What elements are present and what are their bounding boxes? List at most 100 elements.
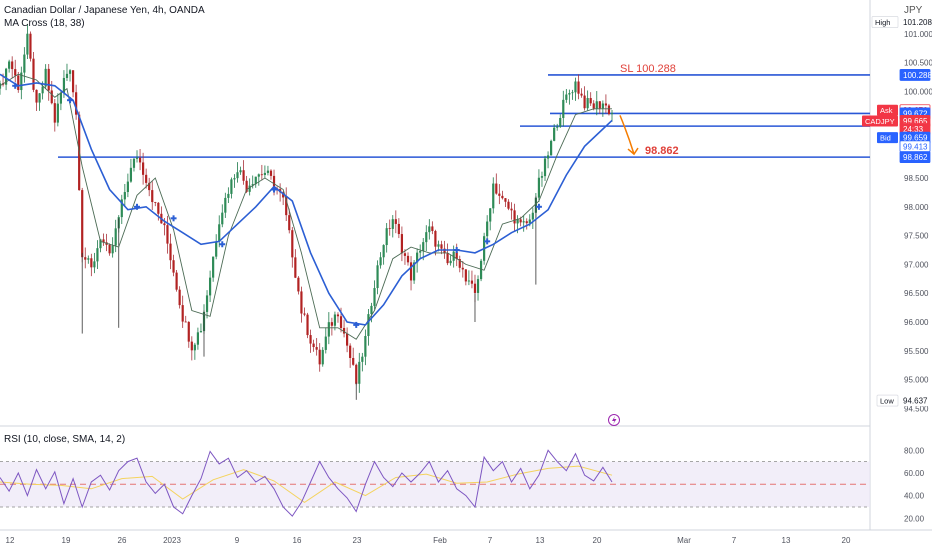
candle-body xyxy=(65,73,69,78)
candle-body xyxy=(26,33,29,55)
candle-body xyxy=(254,176,257,185)
candle-body xyxy=(151,190,154,203)
ma-cross-marker xyxy=(170,215,177,222)
candle-body xyxy=(35,89,38,103)
candle-body xyxy=(44,68,47,87)
rsi-sma-line xyxy=(0,465,613,504)
ma-cross-marker xyxy=(219,241,226,248)
candle-body xyxy=(403,253,407,256)
candle-body xyxy=(132,158,136,168)
candle-body xyxy=(498,193,501,196)
candle-body xyxy=(391,219,394,229)
candle-body xyxy=(20,72,23,91)
candle-body xyxy=(419,250,422,253)
candle-body xyxy=(212,256,215,278)
candle-body xyxy=(409,262,413,281)
candle-body xyxy=(473,283,477,293)
candle-body xyxy=(4,68,8,85)
candle-body xyxy=(376,265,379,289)
price-tick-label: 101.000 xyxy=(904,30,932,39)
candle-body xyxy=(14,69,17,76)
candle-body xyxy=(227,193,230,198)
rsi-tick-label: 60.00 xyxy=(904,469,925,478)
candle-body xyxy=(181,305,184,322)
candle-body xyxy=(525,221,528,224)
candle-body xyxy=(269,170,273,176)
candle-body xyxy=(272,175,276,189)
candle-body xyxy=(355,364,358,384)
time-tick-label: 7 xyxy=(488,536,493,545)
price-axis-label: 99.413 xyxy=(899,140,931,153)
candle-body xyxy=(62,77,66,93)
candle-body xyxy=(221,212,224,225)
svg-text:24:33: 24:33 xyxy=(903,125,924,134)
candle-body xyxy=(266,170,270,173)
candle-body xyxy=(382,245,385,258)
candle-body xyxy=(263,172,266,175)
candle-body xyxy=(574,81,577,93)
candle-body xyxy=(321,349,324,365)
candle-body xyxy=(352,357,355,365)
time-tick-label: 13 xyxy=(536,536,545,545)
svg-text:101.208: 101.208 xyxy=(903,18,932,27)
candle-body xyxy=(126,181,129,193)
rsi-tick-label: 20.00 xyxy=(904,514,925,523)
candle-body xyxy=(358,361,361,384)
time-tick-label: 12 xyxy=(6,536,15,545)
candle-body xyxy=(519,219,522,223)
candle-body xyxy=(513,210,516,224)
ma-cross-legend[interactable]: MA Cross (18, 38) xyxy=(4,18,85,29)
candle-body xyxy=(440,244,443,249)
sl-label: SL 100.288 xyxy=(620,63,676,75)
candle-body xyxy=(315,347,318,350)
candle-body xyxy=(96,248,99,262)
price-axis-label: 101.208 High xyxy=(871,16,932,28)
horizontal-levels xyxy=(58,74,870,158)
candle-body xyxy=(504,198,507,202)
candle-body xyxy=(236,172,239,179)
rsi-pane xyxy=(0,449,870,517)
candle-body xyxy=(492,183,495,209)
candle-body xyxy=(154,202,157,203)
svg-text:99.672: 99.672 xyxy=(903,109,928,118)
candle-body xyxy=(507,201,510,209)
candle-body xyxy=(510,208,513,211)
candle-body xyxy=(205,295,209,312)
candle-body xyxy=(388,228,391,229)
candle-body xyxy=(312,343,315,348)
candle-body xyxy=(218,224,221,242)
time-tick-label: 9 xyxy=(235,536,240,545)
candle-body xyxy=(239,170,242,173)
lightning-icon[interactable] xyxy=(608,414,620,426)
candle-body xyxy=(29,33,32,59)
candle-body xyxy=(169,243,172,261)
candle-body xyxy=(297,277,300,292)
candle-body xyxy=(595,101,598,109)
candle-body xyxy=(583,95,586,109)
candle-body xyxy=(230,179,233,194)
candle-body xyxy=(99,239,102,249)
rsi-line xyxy=(0,449,613,517)
candle-body xyxy=(467,280,470,282)
candle-body xyxy=(81,190,84,258)
candle-body xyxy=(446,253,449,264)
candle-body xyxy=(379,257,382,266)
symbol-legend[interactable]: Canadian Dollar / Japanese Yen, 4h, OAND… xyxy=(4,5,205,16)
ma-cross-marker xyxy=(353,321,360,328)
candle-body xyxy=(550,140,553,156)
price-tick-label: 96.500 xyxy=(904,289,929,298)
rsi-legend[interactable]: RSI (10, close, SMA, 14, 2) xyxy=(4,434,126,445)
candle-body xyxy=(233,178,236,180)
time-tick-label: 20 xyxy=(842,536,851,545)
candle-body xyxy=(17,75,20,91)
candle-body xyxy=(166,225,169,244)
candle-body xyxy=(522,221,525,223)
candle-body xyxy=(318,349,321,365)
candle-body xyxy=(336,314,340,317)
candle-body xyxy=(23,54,26,73)
time-tick-label: 23 xyxy=(353,536,362,545)
candle-body xyxy=(428,226,431,233)
candle-body xyxy=(251,184,254,186)
candle-body xyxy=(425,232,428,243)
